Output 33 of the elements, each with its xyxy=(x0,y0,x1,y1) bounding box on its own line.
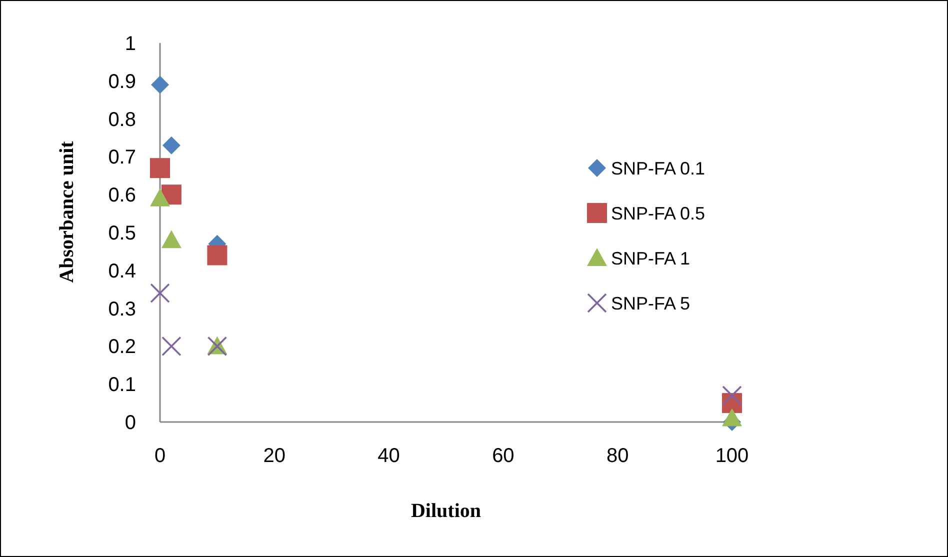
point xyxy=(722,386,742,406)
x-tick-label: 80 xyxy=(606,445,629,467)
y-tick-label: 0.6 xyxy=(108,184,136,207)
y-tick-label: 0.7 xyxy=(108,146,136,169)
y-tick-label: 0.4 xyxy=(108,260,136,282)
x-tick-label: 100 xyxy=(715,445,749,467)
y-tick-label: 0.9 xyxy=(108,70,136,93)
x-axis-title: Dilution xyxy=(410,500,482,522)
point xyxy=(150,283,170,304)
y-axis-title: Absorbance unit xyxy=(56,140,78,283)
x-tick-label: 20 xyxy=(263,445,286,467)
point xyxy=(162,136,180,154)
y-tick-label: 0 xyxy=(124,412,136,434)
x-tick-label: 0 xyxy=(154,445,166,467)
x-tick-label: 60 xyxy=(492,445,514,467)
y-tick-label: 1 xyxy=(124,33,136,55)
legend-label: SNP-FA 5 xyxy=(611,293,690,314)
point xyxy=(161,230,182,248)
x-tick-label: 40 xyxy=(378,445,400,467)
point xyxy=(207,245,228,266)
point xyxy=(722,408,742,426)
point xyxy=(151,76,169,94)
legend-label: SNP-FA 0.1 xyxy=(611,158,706,178)
point xyxy=(162,336,182,356)
y-tick-label: 0.5 xyxy=(108,222,136,244)
y-tick-label: 0.8 xyxy=(108,108,136,131)
legend-label: SNP-FA 1 xyxy=(611,248,690,268)
y-tick-label: 0.2 xyxy=(108,336,136,358)
y-tick-label: 0.1 xyxy=(108,374,136,396)
point xyxy=(150,188,170,206)
y-tick-label: 0.3 xyxy=(108,298,136,320)
point xyxy=(150,158,170,178)
legend-label: SNP-FA 0.5 xyxy=(611,203,706,224)
